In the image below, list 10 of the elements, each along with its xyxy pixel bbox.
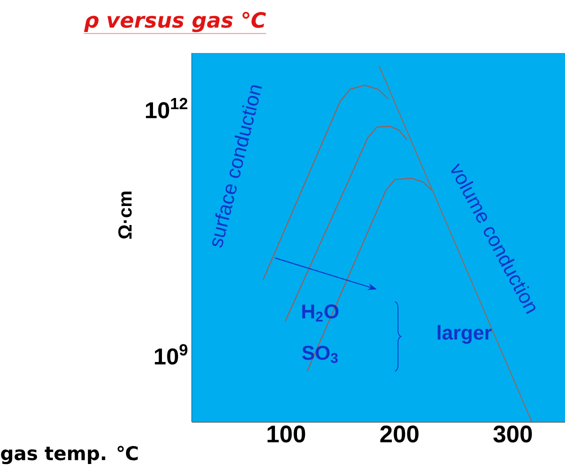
x-tick-label: 100 <box>268 426 306 443</box>
x-tick-label: 300 <box>493 426 532 443</box>
y-tick-label: 10$^{9}$ <box>154 344 188 365</box>
annotation: surface conduction <box>212 85 262 248</box>
x-tick-label: 200 <box>380 426 419 443</box>
y-axis-title: Ω·cm <box>118 192 132 239</box>
chart-title: ρ versus gas ℃ <box>84 12 266 32</box>
y-tick-label: 10$^{12}$ <box>146 98 188 118</box>
x-axis-title: gas temp. ℃ <box>1 446 138 464</box>
annotation: larger <box>438 325 492 344</box>
